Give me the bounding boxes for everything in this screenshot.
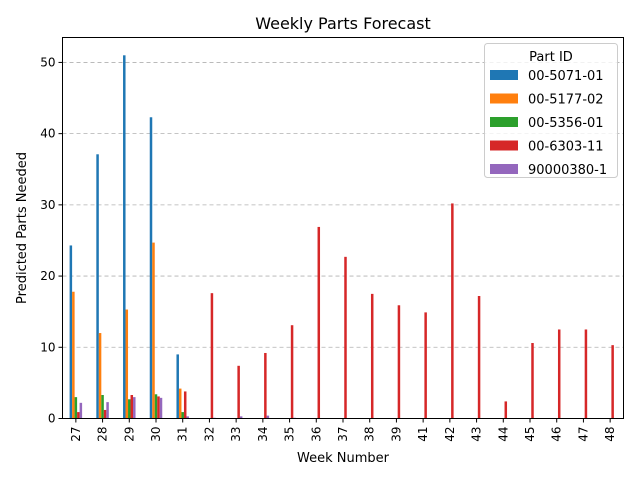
bar-00-6303-11-week-34 (264, 352, 267, 419)
bar-00-5356-01-week-30 (154, 394, 158, 419)
bar-00-5071-01-week-29 (123, 55, 126, 419)
bar-90000380-1-week-33 (239, 416, 243, 419)
x-tick-label: 31 (176, 427, 190, 442)
legend-label-90000380-1: 90000380-1 (528, 163, 607, 178)
y-tick-label: 30 (40, 198, 55, 212)
y-tick-label: 10 (40, 340, 55, 354)
bar-00-6303-11-week-43 (477, 296, 481, 419)
bar-00-6303-11-week-29 (130, 394, 134, 419)
x-tick-label: 28 (96, 427, 110, 442)
x-tick-label: 42 (443, 427, 457, 442)
bar-90000380-1-week-27 (79, 402, 83, 419)
bar-00-6303-11-week-42 (451, 203, 454, 419)
x-tick-label: 47 (576, 427, 590, 442)
legend-swatch-00-5177-02 (490, 93, 518, 104)
bar-00-5356-01-week-28 (101, 394, 104, 419)
x-tick-label: 33 (229, 427, 243, 442)
legend-swatch-00-5071-01 (490, 70, 518, 80)
bars (69, 55, 614, 419)
legend-swatch-00-6303-11 (490, 140, 518, 151)
x-tick-label: 34 (256, 427, 270, 442)
y-tick-label: 40 (40, 127, 55, 141)
y-tick-label: 0 (48, 412, 56, 426)
legend-title: Part ID (529, 50, 573, 65)
y-tick-label: 20 (40, 269, 55, 283)
bar-00-5071-01-week-30 (149, 117, 153, 419)
bar-00-5356-01-week-29 (128, 399, 131, 419)
bar-00-6303-11-week-44 (504, 401, 508, 419)
y-tick-label: 50 (40, 55, 55, 69)
bar-00-5177-02-week-29 (125, 309, 129, 419)
legend-swatch-00-5356-01 (490, 117, 518, 127)
x-axis: 27 28 29 30 31 32 33 34 35 36 37 38 39 41 42 43 44 45 46 47… (69, 418, 617, 442)
bar-00-5071-01-week-27 (69, 245, 73, 419)
y-axis: 0 10 20 30 40 50 (40, 55, 63, 426)
x-tick-label: 45 (523, 427, 537, 442)
x-tick-label: 29 (122, 427, 136, 442)
x-tick-label: 44 (496, 427, 510, 442)
chart-title: Weekly Parts Forecast (255, 14, 431, 33)
bar-00-5356-01-week-31 (181, 412, 184, 419)
bar-00-6303-11-week-36 (317, 226, 321, 419)
x-tick-label: 39 (389, 427, 403, 442)
bar-90000380-1-week-34 (266, 415, 270, 419)
bar-00-6303-11-week-33 (237, 365, 240, 419)
bar-00-6303-11-week-35 (290, 325, 294, 419)
x-tick-label: 27 (69, 427, 83, 442)
bar-00-6303-11-week-32 (210, 293, 214, 419)
legend-label-00-5356-01: 00-5356-01 (528, 116, 604, 131)
bar-00-6303-11-week-37 (344, 256, 347, 419)
x-tick-label: 32 (202, 427, 216, 442)
x-tick-label: 48 (603, 427, 617, 442)
bar-00-5177-02-week-27 (72, 291, 75, 419)
legend-label-00-5071-01: 00-5071-01 (528, 69, 604, 84)
legend: Part ID 00-5071-01 00-5177-02 00-5356-01 00… (484, 43, 618, 178)
x-tick-label: 35 (283, 427, 297, 442)
bar-00-5177-02-week-28 (98, 333, 102, 419)
x-axis-label: Week Number (297, 451, 390, 466)
bar-90000380-1-week-28 (106, 402, 109, 419)
bar-00-6303-11-week-30 (157, 396, 160, 419)
bar-00-6303-11-week-31 (183, 391, 187, 419)
bar-90000380-1-week-30 (159, 397, 163, 419)
x-tick-label: 30 (149, 427, 163, 442)
y-axis-label: Predicted Parts Needed (15, 152, 30, 304)
bar-90000380-1-week-29 (133, 397, 136, 419)
bar-00-6303-11-week-47 (584, 329, 588, 419)
bar-00-6303-11-week-28 (103, 409, 107, 419)
bar-00-5177-02-week-30 (152, 242, 155, 419)
bar-00-6303-11-week-27 (77, 412, 80, 419)
x-tick-label: 37 (336, 427, 350, 442)
bar-00-5177-02-week-31 (178, 388, 182, 419)
bar-00-5356-01-week-27 (74, 397, 78, 419)
legend-swatch-90000380-1 (490, 164, 518, 174)
bar-00-6303-11-week-41 (424, 312, 427, 419)
x-tick-label: 41 (416, 427, 430, 442)
legend-label-00-5177-02: 00-5177-02 (528, 93, 604, 108)
x-tick-label: 38 (363, 427, 377, 442)
bar-00-6303-11-week-48 (611, 345, 614, 419)
bar-00-6303-11-week-39 (397, 305, 401, 419)
bar-00-5071-01-week-31 (176, 354, 179, 419)
bar-90000380-1-week-31 (186, 416, 189, 419)
x-tick-label: 43 (470, 427, 484, 442)
bar-00-6303-11-week-46 (557, 329, 561, 419)
legend-label-00-6303-11: 00-6303-11 (528, 140, 604, 155)
x-tick-label: 46 (550, 427, 564, 442)
bar-00-6303-11-week-45 (531, 343, 534, 419)
bar-00-5071-01-week-28 (96, 154, 99, 419)
bar-00-6303-11-week-38 (370, 293, 374, 419)
x-tick-label: 36 (309, 427, 323, 442)
